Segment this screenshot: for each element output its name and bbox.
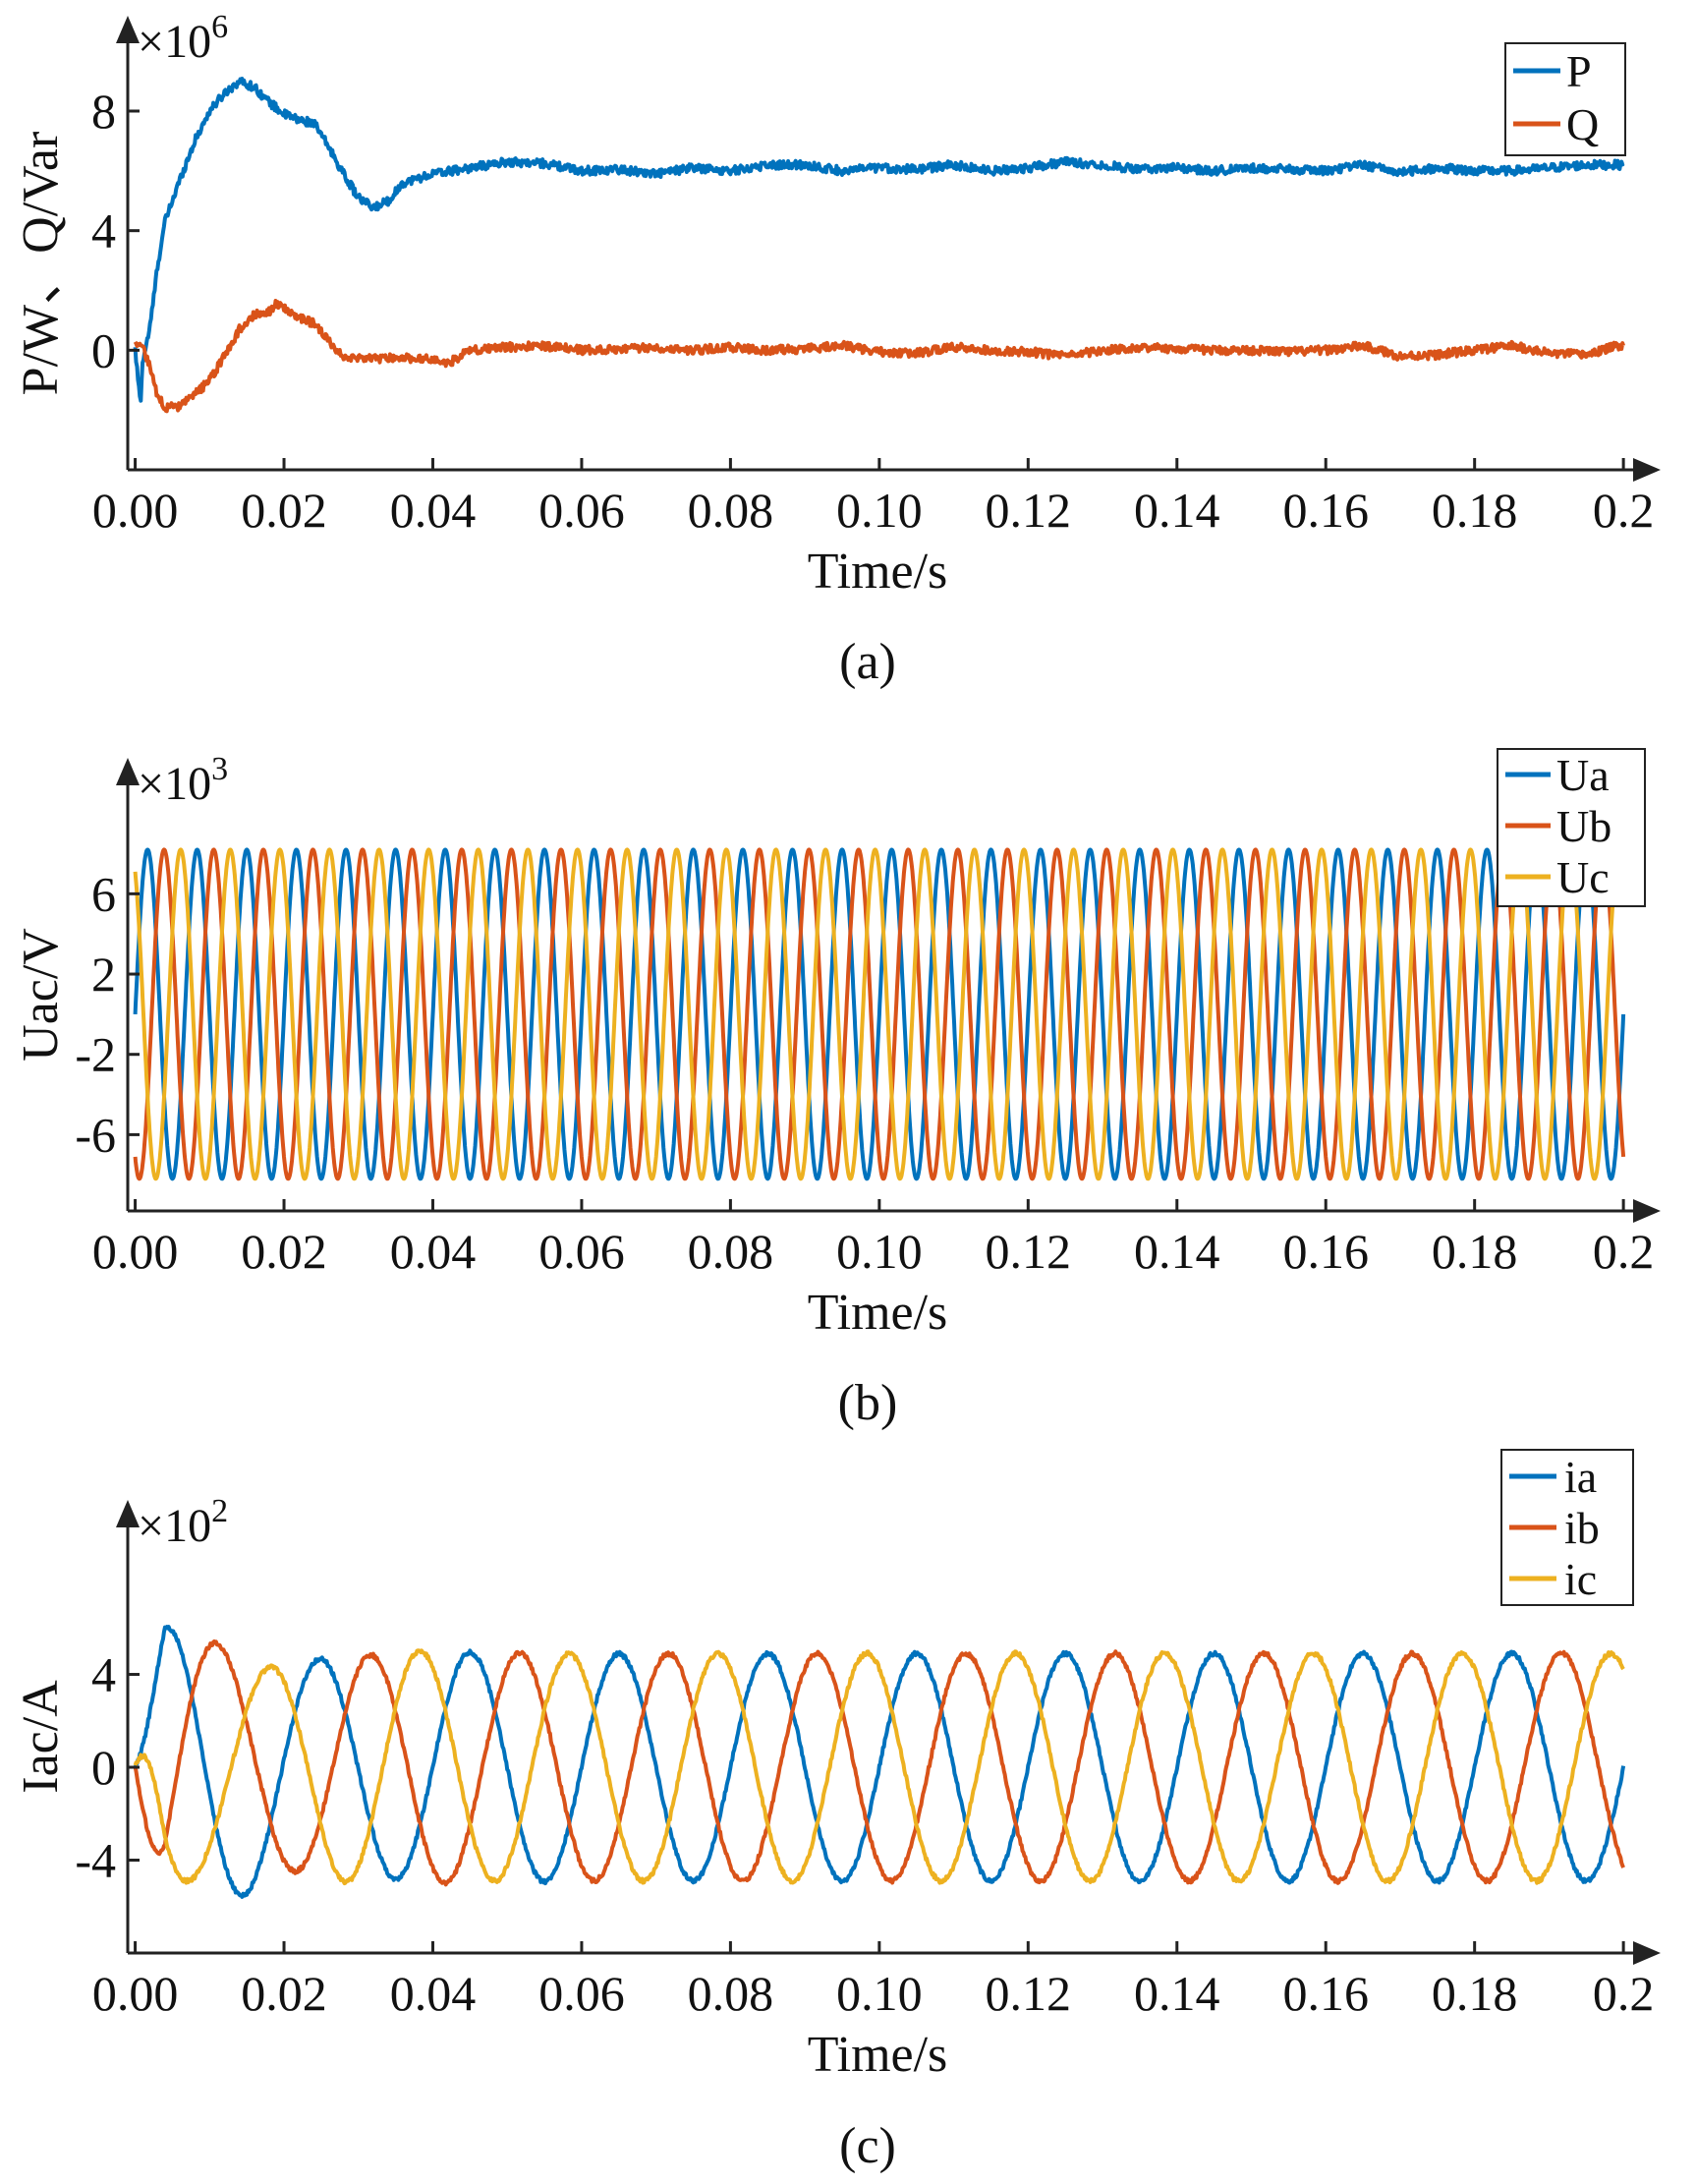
- y-tick-label: -4: [75, 1833, 116, 1888]
- x-tick-label: 0.06: [538, 483, 625, 538]
- panel-a-legend-p: P: [1566, 46, 1592, 96]
- panel-c-x-axis-arrow: [1633, 1941, 1661, 1965]
- panel-b: 0.00 0.02 0.04 0.06 0.08 0.10 0.12 0.14 0.16 0.18…: [13, 748, 1661, 1431]
- x-tick-label: 0.12: [986, 483, 1072, 538]
- panel-c-y-exponent: ×102: [138, 1493, 228, 1552]
- x-tick-label: 0.14: [1134, 1966, 1220, 2021]
- panel-a-plot-area: [133, 77, 1625, 414]
- x-tick-label: 0.14: [1134, 1224, 1220, 1279]
- panel-c-y-axis-label: Iac/A: [13, 1680, 69, 1794]
- panel-a-legend: P Q: [1504, 42, 1626, 156]
- x-tick-label: 0.2: [1593, 1224, 1655, 1279]
- series-line-ia: [133, 1625, 1626, 1899]
- panel-c-plot-area: [133, 1625, 1626, 1899]
- series-line-ua: [133, 847, 1626, 1181]
- panel-a-legend-q: Q: [1566, 99, 1599, 149]
- y-tick-label: 6: [91, 866, 116, 921]
- x-tick-label: 0.16: [1282, 1966, 1369, 2021]
- x-tick-label: 0.04: [390, 1224, 477, 1279]
- y-tick-label: 0: [91, 322, 116, 377]
- panel-a-x-axis-arrow: [1633, 458, 1661, 482]
- series-line-p: [133, 77, 1625, 403]
- panel-b-caption: (b): [838, 1375, 898, 1431]
- x-tick-label: 0.2: [1593, 483, 1655, 538]
- panel-b-legend-ua: Ua: [1556, 750, 1610, 800]
- panel-a-x-axis-label: Time/s: [808, 544, 948, 600]
- x-tick-label: 0.00: [92, 483, 179, 538]
- x-tick-label: 0.00: [92, 1966, 179, 2021]
- x-tick-label: 0.02: [241, 483, 327, 538]
- panel-a-x-ticks: 0.00 0.02 0.04 0.06 0.08 0.10 0.12 0.14 0.16 0.18…: [92, 458, 1655, 538]
- panel-b-legend: Ua Ub Uc: [1497, 748, 1646, 907]
- panel-a-y-ticks: 0 4 8: [91, 84, 140, 377]
- panel-c-legend-ia: ia: [1564, 1452, 1597, 1502]
- x-tick-label: 0.12: [986, 1224, 1072, 1279]
- panel-b-plot-area: [133, 847, 1626, 1181]
- panel-c-x-ticks: 0.00 0.02 0.04 0.06 0.08 0.10 0.12 0.14 0.16 0.18…: [92, 1941, 1655, 2021]
- panel-c-legend-ib: ib: [1564, 1503, 1600, 1553]
- x-tick-label: 0.02: [241, 1966, 327, 2021]
- panel-c-caption: (c): [839, 2118, 896, 2174]
- y-tick-label: 4: [91, 203, 116, 259]
- series-line-uc: [133, 847, 1626, 1181]
- panel-c-x-axis-label: Time/s: [808, 2027, 948, 2083]
- y-tick-label: 2: [91, 947, 116, 1002]
- x-tick-label: 0.02: [241, 1224, 327, 1279]
- x-tick-label: 0.14: [1134, 483, 1220, 538]
- panel-b-legend-uc: Uc: [1556, 852, 1610, 902]
- panel-c-legend-ic: ic: [1564, 1554, 1597, 1604]
- panel-a-y-axis-arrow: [116, 16, 140, 43]
- x-tick-label: 0.10: [836, 1966, 923, 2021]
- panel-c: 0.00 0.02 0.04 0.06 0.08 0.10 0.12 0.14 0.16 0.18…: [13, 1449, 1661, 2174]
- panel-a-legend-box: [1504, 42, 1626, 156]
- x-tick-label: 0.06: [538, 1966, 625, 2021]
- series-line-q: [133, 299, 1625, 414]
- x-tick-label: 0.10: [836, 1224, 923, 1279]
- panel-b-y-ticks: -6 -2 2 6: [75, 866, 140, 1162]
- x-tick-label: 0.06: [538, 1224, 625, 1279]
- y-tick-label: 0: [91, 1740, 116, 1795]
- x-tick-label: 0.16: [1282, 1224, 1369, 1279]
- panel-b-y-exponent: ×103: [138, 751, 228, 810]
- series-line-ib: [133, 1639, 1625, 1887]
- series-line-ic: [133, 1648, 1625, 1886]
- panel-b-y-axis-arrow: [116, 758, 140, 785]
- panel-b-x-axis-arrow: [1633, 1199, 1661, 1223]
- x-tick-label: 0.08: [688, 1966, 774, 2021]
- panel-b-legend-ub: Ub: [1556, 801, 1611, 851]
- x-tick-label: 0.18: [1432, 483, 1518, 538]
- y-tick-label: 8: [91, 84, 116, 139]
- x-tick-label: 0.00: [92, 1224, 179, 1279]
- x-tick-label: 0.2: [1593, 1966, 1655, 2021]
- panel-a: 0.00 0.02 0.04 0.06 0.08 0.10 0.12 0.14 0.16 0.18…: [13, 9, 1661, 690]
- x-tick-label: 0.04: [390, 483, 477, 538]
- y-tick-label: 4: [91, 1647, 116, 1702]
- panel-c-y-ticks: -4 0 4: [75, 1647, 140, 1888]
- x-tick-label: 0.16: [1282, 483, 1369, 538]
- panel-b-x-axis-label: Time/s: [808, 1285, 948, 1341]
- y-tick-label: -6: [75, 1107, 116, 1162]
- panel-c-y-axis-arrow: [116, 1500, 140, 1527]
- x-tick-label: 0.10: [836, 483, 923, 538]
- panel-b-x-ticks: 0.00 0.02 0.04 0.06 0.08 0.10 0.12 0.14 0.16 0.18…: [92, 1199, 1655, 1279]
- x-tick-label: 0.12: [986, 1966, 1072, 2021]
- x-tick-label: 0.18: [1432, 1224, 1518, 1279]
- panel-a-y-axis-label: P/W、Q/Var: [13, 132, 69, 396]
- x-tick-label: 0.04: [390, 1966, 477, 2021]
- panel-c-legend: ia ib ic: [1500, 1449, 1634, 1606]
- x-tick-label: 0.08: [688, 483, 774, 538]
- panel-a-y-exponent: ×106: [138, 9, 228, 68]
- x-tick-label: 0.08: [688, 1224, 774, 1279]
- panel-b-y-axis-label: Uac/V: [13, 928, 69, 1062]
- y-tick-label: -2: [75, 1027, 116, 1082]
- panel-a-caption: (a): [839, 634, 896, 690]
- x-tick-label: 0.18: [1432, 1966, 1518, 2021]
- series-line-ub: [133, 847, 1626, 1181]
